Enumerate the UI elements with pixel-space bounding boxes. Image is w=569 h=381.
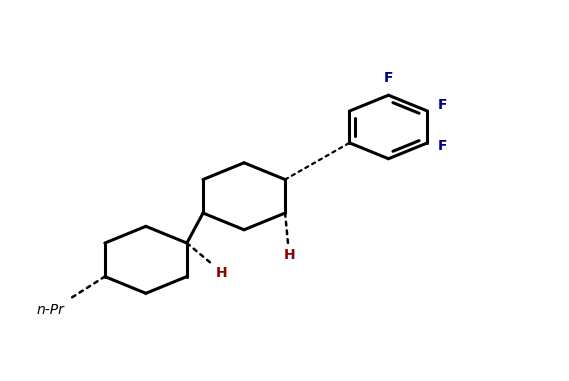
Text: F: F	[384, 71, 393, 85]
Text: H: H	[216, 266, 228, 280]
Text: F: F	[438, 98, 447, 112]
Text: n-Pr: n-Pr	[36, 303, 64, 317]
Text: F: F	[438, 139, 447, 153]
Text: H: H	[283, 248, 295, 262]
